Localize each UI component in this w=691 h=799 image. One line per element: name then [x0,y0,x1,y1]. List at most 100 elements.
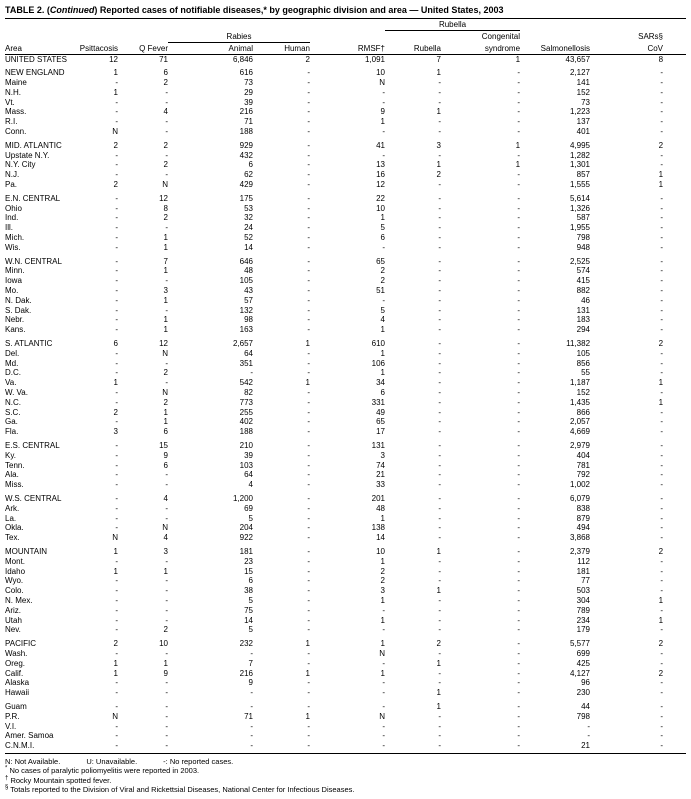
value-cell: - [517,325,521,335]
value-cell: - [307,107,310,117]
value-cell: - [517,388,521,397]
table-row: Mass. - 4 216 - 9 1 - 1,223 - [5,107,686,117]
value-cell: 2 [163,625,168,635]
value-cell: - [382,295,385,305]
value-cell: - [517,523,521,533]
value-cell: 1 [658,180,664,190]
value-cell: 1,301 [569,160,591,170]
value-cell: - [115,242,118,252]
value-cell: 351 [239,358,253,368]
value-cell: 6 [163,427,168,437]
value-cell: 65 [376,256,385,266]
value-cell: - [115,701,118,711]
value-cell: - [660,731,664,741]
value-cell: 73 [581,97,591,107]
value-cell: - [165,615,168,625]
value-cell: 2 [113,639,118,649]
value-cell: - [307,315,310,325]
value-cell: 2 [163,397,168,407]
value-cell: - [517,127,521,137]
table-row: Ark. - - 69 - 48 - - 838 - [5,504,686,514]
value-cell: - [517,595,521,605]
table-row: Pa. 2 N 429 - 12 - - 1,555 1 [5,180,686,190]
value-cell: - [517,721,521,731]
value-cell: - [438,358,441,368]
value-cell: 51 [376,286,385,296]
footnote-legend: N: Not Available. U: Unavailable. -: No re… [5,757,686,767]
value-cell: 7 [163,256,168,266]
table-row: Minn. - 1 48 - 2 - - 574 - [5,266,686,276]
table-row: Ohio - 8 53 - 10 - - 1,326 - [5,204,686,214]
value-cell: 41 [376,140,385,150]
value-cell: - [307,305,310,315]
col-header-psittacosis: Psittacosis [67,42,118,55]
value-cell: 1 [380,117,385,127]
value-cell: 294 [576,325,591,335]
value-cell: - [115,595,118,605]
value-cell: - [307,193,310,203]
value-cell: - [307,180,310,190]
value-cell: - [517,450,521,460]
value-cell: 39 [244,97,253,107]
value-cell: - [438,513,441,523]
value-cell: - [517,170,521,180]
area-cell: S. Dak. [5,305,32,315]
value-cell: - [517,242,521,252]
value-cell: - [438,493,441,503]
value-cell: - [660,223,664,233]
value-cell: - [382,97,385,107]
value-cell: 14 [376,533,385,543]
spacer-cell [310,31,385,43]
value-cell: - [307,358,310,368]
value-cell: - [307,160,310,170]
value-cell: - [438,223,441,233]
congenital-header-line1: Congenital [481,32,521,41]
table-row: S.C. 2 1 255 - 49 - - 866 - [5,408,686,418]
table-row: Del. - N 64 - 1 - - 105 - [5,349,686,359]
value-cell: 2,979 [569,440,591,450]
value-cell: 331 [371,397,385,407]
value-cell: - [660,315,664,325]
table-row: Conn. N - 188 - - - - 401 - [5,127,686,137]
value-cell: 32 [244,213,253,223]
value-cell: - [115,605,118,615]
area-cell: Ala. [5,470,19,480]
value-cell: - [307,117,310,127]
value-cell: 2 [305,54,310,64]
value-cell: - [517,586,521,596]
value-cell: 29 [244,87,253,97]
value-cell: 2 [436,639,441,649]
value-cell: - [517,503,521,513]
value-cell: 12 [159,193,168,203]
value-cell: - [165,117,168,127]
value-cell: - [438,78,441,88]
value-cell: - [517,358,521,368]
area-cell: N.H. [5,87,21,97]
value-cell: - [438,127,441,137]
value-cell: - [517,639,521,649]
value-cell: - [517,295,521,305]
value-cell: - [517,440,521,450]
area-cell: Guam [5,701,27,711]
spacer-cell [520,31,590,43]
value-cell: 929 [239,140,253,150]
value-cell: 230 [576,688,591,698]
area-cell: Tex. [5,533,20,543]
value-cell: 1 [436,68,441,78]
footnote-text: Totals reported to the Division of Viral… [10,785,355,795]
value-cell: - [660,78,664,88]
value-cell: - [165,503,168,513]
value-cell: - [438,266,441,276]
table-row: MID. ATLANTIC 2 2 929 - 41 3 1 4,995 2 [5,137,686,151]
value-cell: 75 [244,605,253,615]
table-row: Miss. - - 4 - 33 - - 1,002 - [5,480,686,490]
value-cell: 105 [576,348,591,358]
value-cell: 10 [376,546,385,556]
value-cell: 1 [380,615,385,625]
legend-no-reported-cases: -: No reported cases. [163,756,234,766]
value-cell: 52 [244,233,253,243]
value-cell: 857 [576,170,591,180]
value-cell: - [115,576,118,586]
area-cell: C.N.M.I. [5,741,35,751]
spacer-cell [5,19,385,31]
